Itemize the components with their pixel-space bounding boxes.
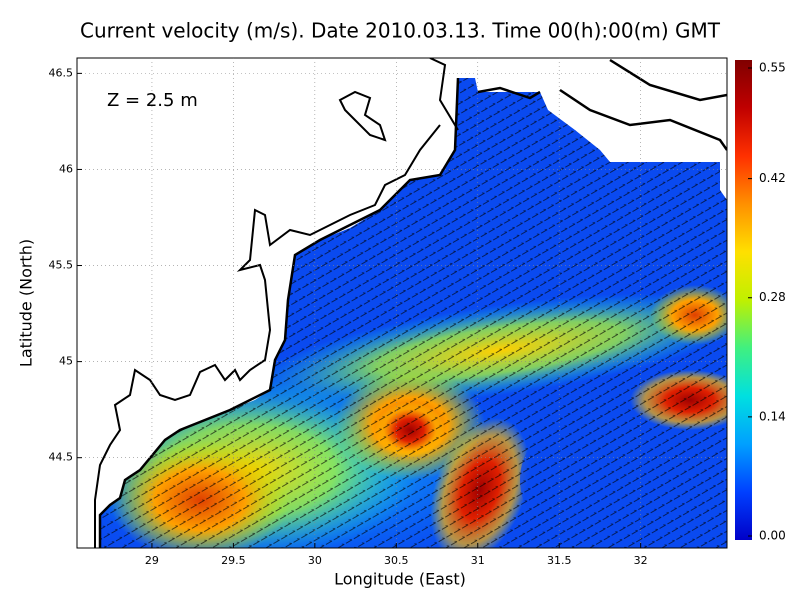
x-tick-label: 32 <box>634 554 648 567</box>
x-tick-label: 29.5 <box>221 554 246 567</box>
y-tick-label: 45.5 <box>49 259 74 272</box>
coastline-land <box>94 58 459 548</box>
y-tick-label: 46 <box>59 162 73 175</box>
y-tick-label: 45 <box>59 355 73 368</box>
x-tick-label: 30.5 <box>384 554 409 567</box>
coastline-north <box>477 58 727 151</box>
colorbar-tick-label: 0.14 <box>759 409 786 423</box>
colorbar <box>735 60 752 540</box>
x-tick-label: 29 <box>145 554 159 567</box>
plot-frame <box>76 57 728 549</box>
colorbar-tick-label: 0.42 <box>759 171 786 185</box>
chart-title: Current velocity (m/s). Date 2010.03.13.… <box>80 19 721 43</box>
x-tick-label: 31.5 <box>547 554 572 567</box>
y-axis-label: Latitude (North) <box>17 239 36 367</box>
map-area <box>94 58 727 548</box>
x-axis-label: Longitude (East) <box>334 570 466 589</box>
annotation: Z = 2.5 m <box>107 90 198 111</box>
colorbar-tick-label: 0.55 <box>759 61 786 75</box>
colorbar-tick-label: 0.00 <box>759 529 786 543</box>
colorbar-tick-label: 0.28 <box>759 290 786 304</box>
y-tick-label: 44.5 <box>49 451 74 464</box>
x-tick-label: 30 <box>308 554 322 567</box>
coastline <box>98 77 460 548</box>
y-tick-label: 46.5 <box>49 66 74 79</box>
island <box>338 90 387 142</box>
velocity-field <box>100 78 727 548</box>
x-tick-label: 31 <box>471 554 485 567</box>
